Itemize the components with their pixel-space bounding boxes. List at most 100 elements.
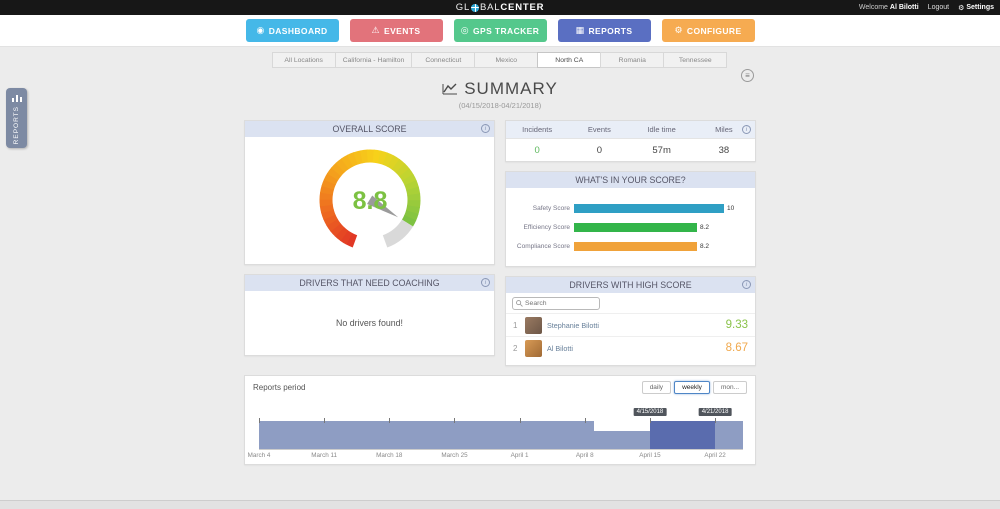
timeline-bar[interactable] xyxy=(268,421,278,449)
timeline-bar[interactable] xyxy=(538,421,548,449)
stat-label: Events xyxy=(568,121,631,138)
timeline-bar[interactable] xyxy=(408,421,418,449)
timeline-bar[interactable] xyxy=(575,421,585,449)
timeline-bar[interactable] xyxy=(259,421,269,449)
tab-all-locations[interactable]: All Locations xyxy=(271,52,336,68)
driver-row[interactable]: 1 Stephanie Bilotti 9.33 xyxy=(506,313,755,336)
timeline-bar[interactable] xyxy=(612,431,623,449)
timeline-bar[interactable] xyxy=(324,421,334,449)
timeline-bar[interactable] xyxy=(398,421,408,449)
nav-button-label: GPS TRACKER xyxy=(472,25,540,36)
stat-label: Miles xyxy=(692,121,755,138)
timeline-bar[interactable] xyxy=(529,421,539,449)
settings-link[interactable]: ⚙ Settings xyxy=(958,4,994,12)
stat-label: Idle time xyxy=(630,121,693,138)
driver-avatar xyxy=(525,316,542,334)
timeline-bar-selected[interactable] xyxy=(696,421,706,449)
timeline-bar[interactable] xyxy=(454,421,464,449)
score-bar-row: Efficiency Score 8.2 xyxy=(508,223,749,232)
timeline-bar-selected[interactable] xyxy=(650,421,660,449)
logout-link[interactable]: Logout xyxy=(927,4,950,11)
nav-button-events[interactable]: ⚠ EVENTS xyxy=(349,19,443,42)
timeline-bar[interactable] xyxy=(519,421,530,449)
timeline-bar[interactable] xyxy=(482,421,492,449)
chart-menu-button[interactable]: ≡ xyxy=(741,69,754,82)
timeline-bar[interactable] xyxy=(715,421,725,449)
tab-romania[interactable]: Romania xyxy=(600,52,665,68)
timeline-bar[interactable] xyxy=(510,421,520,449)
timeline-bar[interactable] xyxy=(603,431,613,449)
timeline-tick xyxy=(259,418,260,423)
timeline-bar-selected[interactable] xyxy=(659,421,669,449)
timeline-bar[interactable] xyxy=(426,421,436,449)
timeline-bar[interactable] xyxy=(342,421,353,449)
timeline-bar[interactable] xyxy=(352,421,362,449)
info-icon[interactable] xyxy=(481,278,490,287)
cards-grid: OVERALL SCORE 8.8 DRIVERS THAT NEED COAC… xyxy=(244,120,756,366)
timeline-axis-label: April 15 xyxy=(639,452,661,459)
nav-button-dashboard[interactable]: ◉ DASHBOARD xyxy=(245,19,339,42)
tab-connecticut[interactable]: Connecticut xyxy=(411,52,476,68)
timeline-bar[interactable] xyxy=(557,421,567,449)
timeline-bar[interactable] xyxy=(445,421,455,449)
overall-score-gauge: 8.8 xyxy=(319,149,420,248)
timeline-bar[interactable] xyxy=(473,421,483,449)
timeline-bar[interactable] xyxy=(724,421,734,449)
timeline-bar-selected[interactable] xyxy=(668,421,679,449)
timeline-bar[interactable] xyxy=(594,431,604,449)
timeline-bar[interactable] xyxy=(380,421,390,449)
tab-tennessee[interactable]: Tennessee xyxy=(663,52,728,68)
timeline-tick xyxy=(715,418,717,423)
period-buttons: daily weekly mon... xyxy=(641,381,747,394)
score-bar-label: Safety Score xyxy=(532,205,570,212)
timeline-bar-selected[interactable] xyxy=(687,421,697,449)
chart-icon xyxy=(442,83,458,95)
stats-grid: Incidents 0 Events 0 Idle time 57m Miles 38 xyxy=(506,121,755,161)
timeline-bar[interactable] xyxy=(286,421,297,449)
timeline-bar[interactable] xyxy=(640,431,651,449)
timeline-bar[interactable] xyxy=(733,421,744,449)
timeline-bar[interactable] xyxy=(501,421,511,449)
nav-button-gps-tracker[interactable]: ◎ GPS TRACKER xyxy=(453,19,547,42)
timeline-bar[interactable] xyxy=(277,421,287,449)
info-icon[interactable] xyxy=(481,124,490,133)
period-button-daily[interactable]: daily xyxy=(641,381,672,394)
timeline-bar[interactable] xyxy=(435,421,446,449)
timeline-bar[interactable] xyxy=(370,421,381,449)
timeline-bar[interactable] xyxy=(296,421,306,449)
stat-value: 57m xyxy=(630,138,693,161)
driver-avatar xyxy=(525,339,542,357)
info-icon[interactable] xyxy=(742,125,751,134)
timeline-bar[interactable] xyxy=(463,421,474,449)
timeline-bar-selected[interactable] xyxy=(678,421,688,449)
nav-button-reports[interactable]: ▦ REPORTS xyxy=(557,19,651,42)
timeline-bar[interactable] xyxy=(314,421,325,449)
timeline-bar-selected[interactable] xyxy=(706,421,716,449)
reports-side-tab[interactable]: REPORTS xyxy=(6,88,27,148)
topbar-right: Welcome Al Bilotti Logout ⚙ Settings xyxy=(859,0,994,15)
tab-north-ca[interactable]: North CA xyxy=(537,52,602,68)
timeline-bar[interactable] xyxy=(566,421,576,449)
timeline-bar[interactable] xyxy=(305,421,315,449)
stat-value: 0 xyxy=(506,138,569,161)
timeline-bar[interactable] xyxy=(584,421,595,449)
timeline-bar[interactable] xyxy=(333,421,343,449)
tab-mexico[interactable]: Mexico xyxy=(474,52,539,68)
driver-search-input[interactable] xyxy=(523,300,596,307)
driver-row[interactable]: 2 Al Bilotti 8.67 xyxy=(506,336,755,359)
timeline-bar[interactable] xyxy=(622,431,632,449)
timeline-bar[interactable] xyxy=(547,421,557,449)
user-name: Al Bilotti xyxy=(889,4,919,11)
timeline-bar[interactable] xyxy=(631,431,641,449)
timeline-bar[interactable] xyxy=(361,421,371,449)
tab-california-hamilton[interactable]: California - Hamilton xyxy=(334,52,413,68)
timeline-bar[interactable] xyxy=(389,421,399,449)
nav-button-configure[interactable]: ⚙ CONFIGURE xyxy=(661,19,755,42)
app-logo[interactable]: GL BAL CENTER xyxy=(0,0,1000,15)
timeline-bar[interactable] xyxy=(417,421,427,449)
period-button-mon[interactable]: mon... xyxy=(712,381,747,394)
period-button-weekly[interactable]: weekly xyxy=(674,381,710,394)
info-icon[interactable] xyxy=(742,280,751,289)
timeline-bar[interactable] xyxy=(491,421,502,449)
